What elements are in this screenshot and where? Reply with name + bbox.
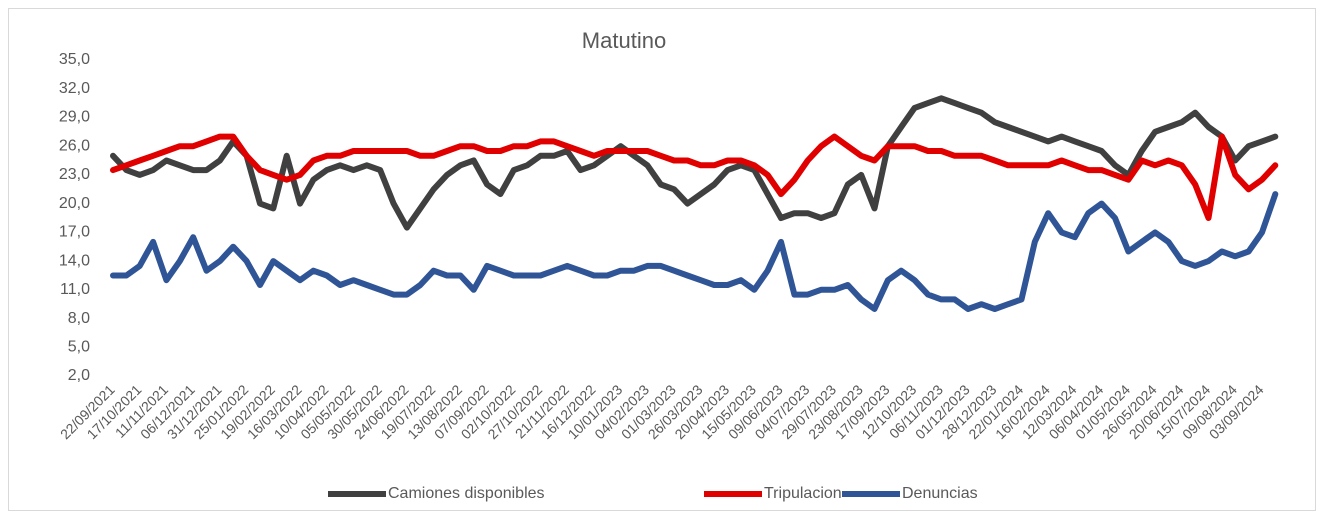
y-tick-label: 5,0 [68,338,90,355]
series-line [110,95,1279,231]
y-tick-label: 8,0 [68,310,90,327]
legend-label: Tripulacion [764,485,842,502]
y-tick-label: 17,0 [59,224,90,241]
y-tick-label: 23,0 [59,166,90,183]
legend-item: Camiones disponibles [328,485,545,502]
y-tick-label: 20,0 [59,195,90,212]
chart-frame [8,8,1316,511]
y-tick-label: 26,0 [59,137,90,154]
series-line [110,191,1279,312]
y-tick-label: 29,0 [59,109,90,126]
y-tick-label: 35,0 [59,51,90,68]
legend-label: Denuncias [902,485,978,502]
y-tick-label: 32,0 [59,80,90,97]
series-line [110,133,1279,221]
legend-item: Denuncias [842,485,978,502]
y-tick-label: 11,0 [60,281,90,298]
y-tick-label: 2,0 [68,367,90,384]
legend-label: Camiones disponibles [388,485,545,502]
chart-title: Matutino [582,28,666,53]
legend-item: Tripulacion [704,485,842,502]
y-tick-label: 14,0 [59,252,90,269]
